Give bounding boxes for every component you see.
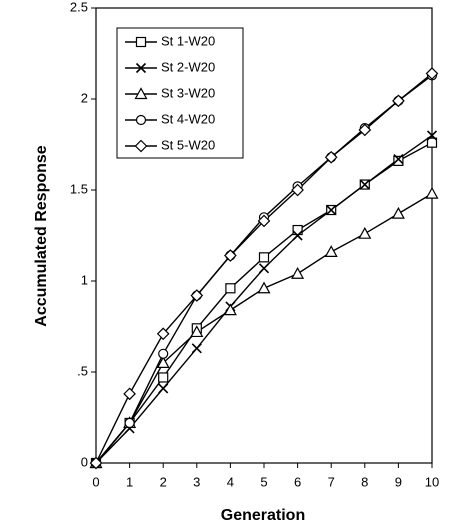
legend-label: St 4-W20 (161, 111, 215, 126)
marker-diamond (123, 387, 136, 401)
marker-diamond (358, 123, 372, 137)
marker-triangle (257, 281, 271, 294)
x-tick-label: 9 (395, 474, 402, 489)
x-tick-label: 10 (425, 474, 439, 489)
y-tick-label: 0 (81, 454, 88, 469)
marker-diamond (324, 150, 338, 164)
marker-x (326, 204, 337, 216)
x-tick-label: 4 (227, 474, 234, 489)
marker-x (191, 343, 202, 354)
marker-diamond (257, 214, 271, 228)
marker-diamond (190, 289, 204, 302)
y-axis-title: Accumulated Response (33, 145, 50, 326)
marker-triangle (358, 226, 372, 239)
y-tick-label: 2.5 (70, 0, 88, 14)
marker-triangle (156, 356, 170, 368)
x-tick-label: 8 (361, 474, 368, 489)
x-tick-label: 5 (260, 474, 267, 489)
x-tick-label: 7 (328, 474, 335, 489)
marker-diamond (224, 249, 237, 262)
x-axis-title: Generation (221, 507, 305, 524)
marker-square (258, 252, 270, 263)
marker-x (135, 62, 147, 74)
marker-diamond (134, 139, 148, 153)
marker-triangle (134, 87, 148, 100)
marker-diamond (425, 67, 439, 80)
marker-diamond (156, 327, 170, 341)
y-tick-label: 1 (81, 272, 88, 287)
x-tick-label: 2 (160, 474, 167, 489)
marker-x (393, 153, 404, 165)
legend-label: St 5-W20 (161, 137, 215, 152)
marker-x (292, 230, 303, 241)
marker-diamond (89, 456, 103, 470)
marker-circle (135, 114, 147, 126)
marker-triangle (324, 245, 338, 257)
series-line (95, 193, 433, 464)
marker-square (393, 155, 404, 166)
series-line (95, 142, 433, 464)
legend-label: St 1-W20 (161, 33, 215, 48)
marker-diamond (392, 94, 405, 108)
marker-triangle (391, 206, 405, 219)
legend-label: St 2-W20 (161, 59, 215, 74)
marker-triangle (425, 186, 439, 199)
marker-square (225, 283, 236, 294)
x-tick-label: 3 (193, 474, 200, 489)
marker-triangle (291, 266, 305, 279)
series-line (95, 134, 433, 464)
y-tick-label: 1.5 (70, 181, 88, 196)
marker-square (158, 372, 169, 383)
marker-diamond (291, 183, 304, 197)
y-tick-label: 2 (81, 90, 88, 105)
marker-triangle (190, 325, 204, 338)
y-tick-label: .5 (77, 363, 88, 378)
marker-triangle (223, 303, 237, 316)
marker-square (426, 137, 438, 148)
x-tick-label: 6 (294, 474, 301, 489)
marker-circle (158, 348, 169, 359)
marker-x (158, 383, 169, 394)
marker-x (258, 263, 270, 274)
marker-circle (124, 417, 135, 429)
legend-label: St 3-W20 (161, 85, 215, 100)
marker-x (426, 130, 438, 141)
x-tick-label: 1 (126, 474, 133, 489)
marker-square (135, 36, 147, 48)
marker-x (359, 179, 370, 190)
x-tick-label: 0 (92, 474, 99, 489)
